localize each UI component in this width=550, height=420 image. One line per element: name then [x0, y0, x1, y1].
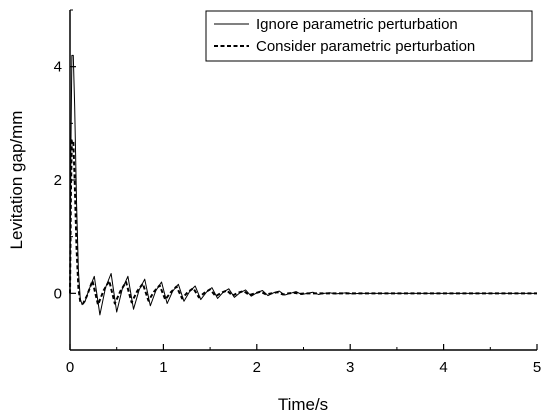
- legend-label-ignore: Ignore parametric perturbation: [256, 16, 458, 33]
- y-tick-label: 2: [54, 172, 62, 189]
- legend: Ignore parametric perturbation Consider …: [205, 10, 533, 62]
- series-line-consider: [69, 139, 537, 306]
- x-tick-label: 4: [439, 359, 447, 376]
- y-tick-label: 4: [54, 59, 62, 76]
- x-tick-label: 3: [346, 359, 354, 376]
- x-tick-label: 5: [533, 359, 541, 376]
- x-tick-label: 0: [66, 359, 74, 376]
- series-layer: [69, 54, 537, 316]
- x-axis-title: Time/s: [278, 395, 328, 414]
- series-line-ignore: [69, 54, 537, 316]
- x-ticks: 0 1 2 3 4 5: [66, 344, 541, 376]
- y-tick-label: 0: [54, 285, 62, 302]
- y-axis-title: Levitation gap/mm: [7, 111, 26, 250]
- x-tick-label: 2: [253, 359, 261, 376]
- y-ticks: 0 2 4: [54, 9, 76, 351]
- x-tick-label: 1: [159, 359, 167, 376]
- legend-label-consider: Consider parametric perturbation: [256, 38, 475, 55]
- legend-box: [205, 10, 533, 62]
